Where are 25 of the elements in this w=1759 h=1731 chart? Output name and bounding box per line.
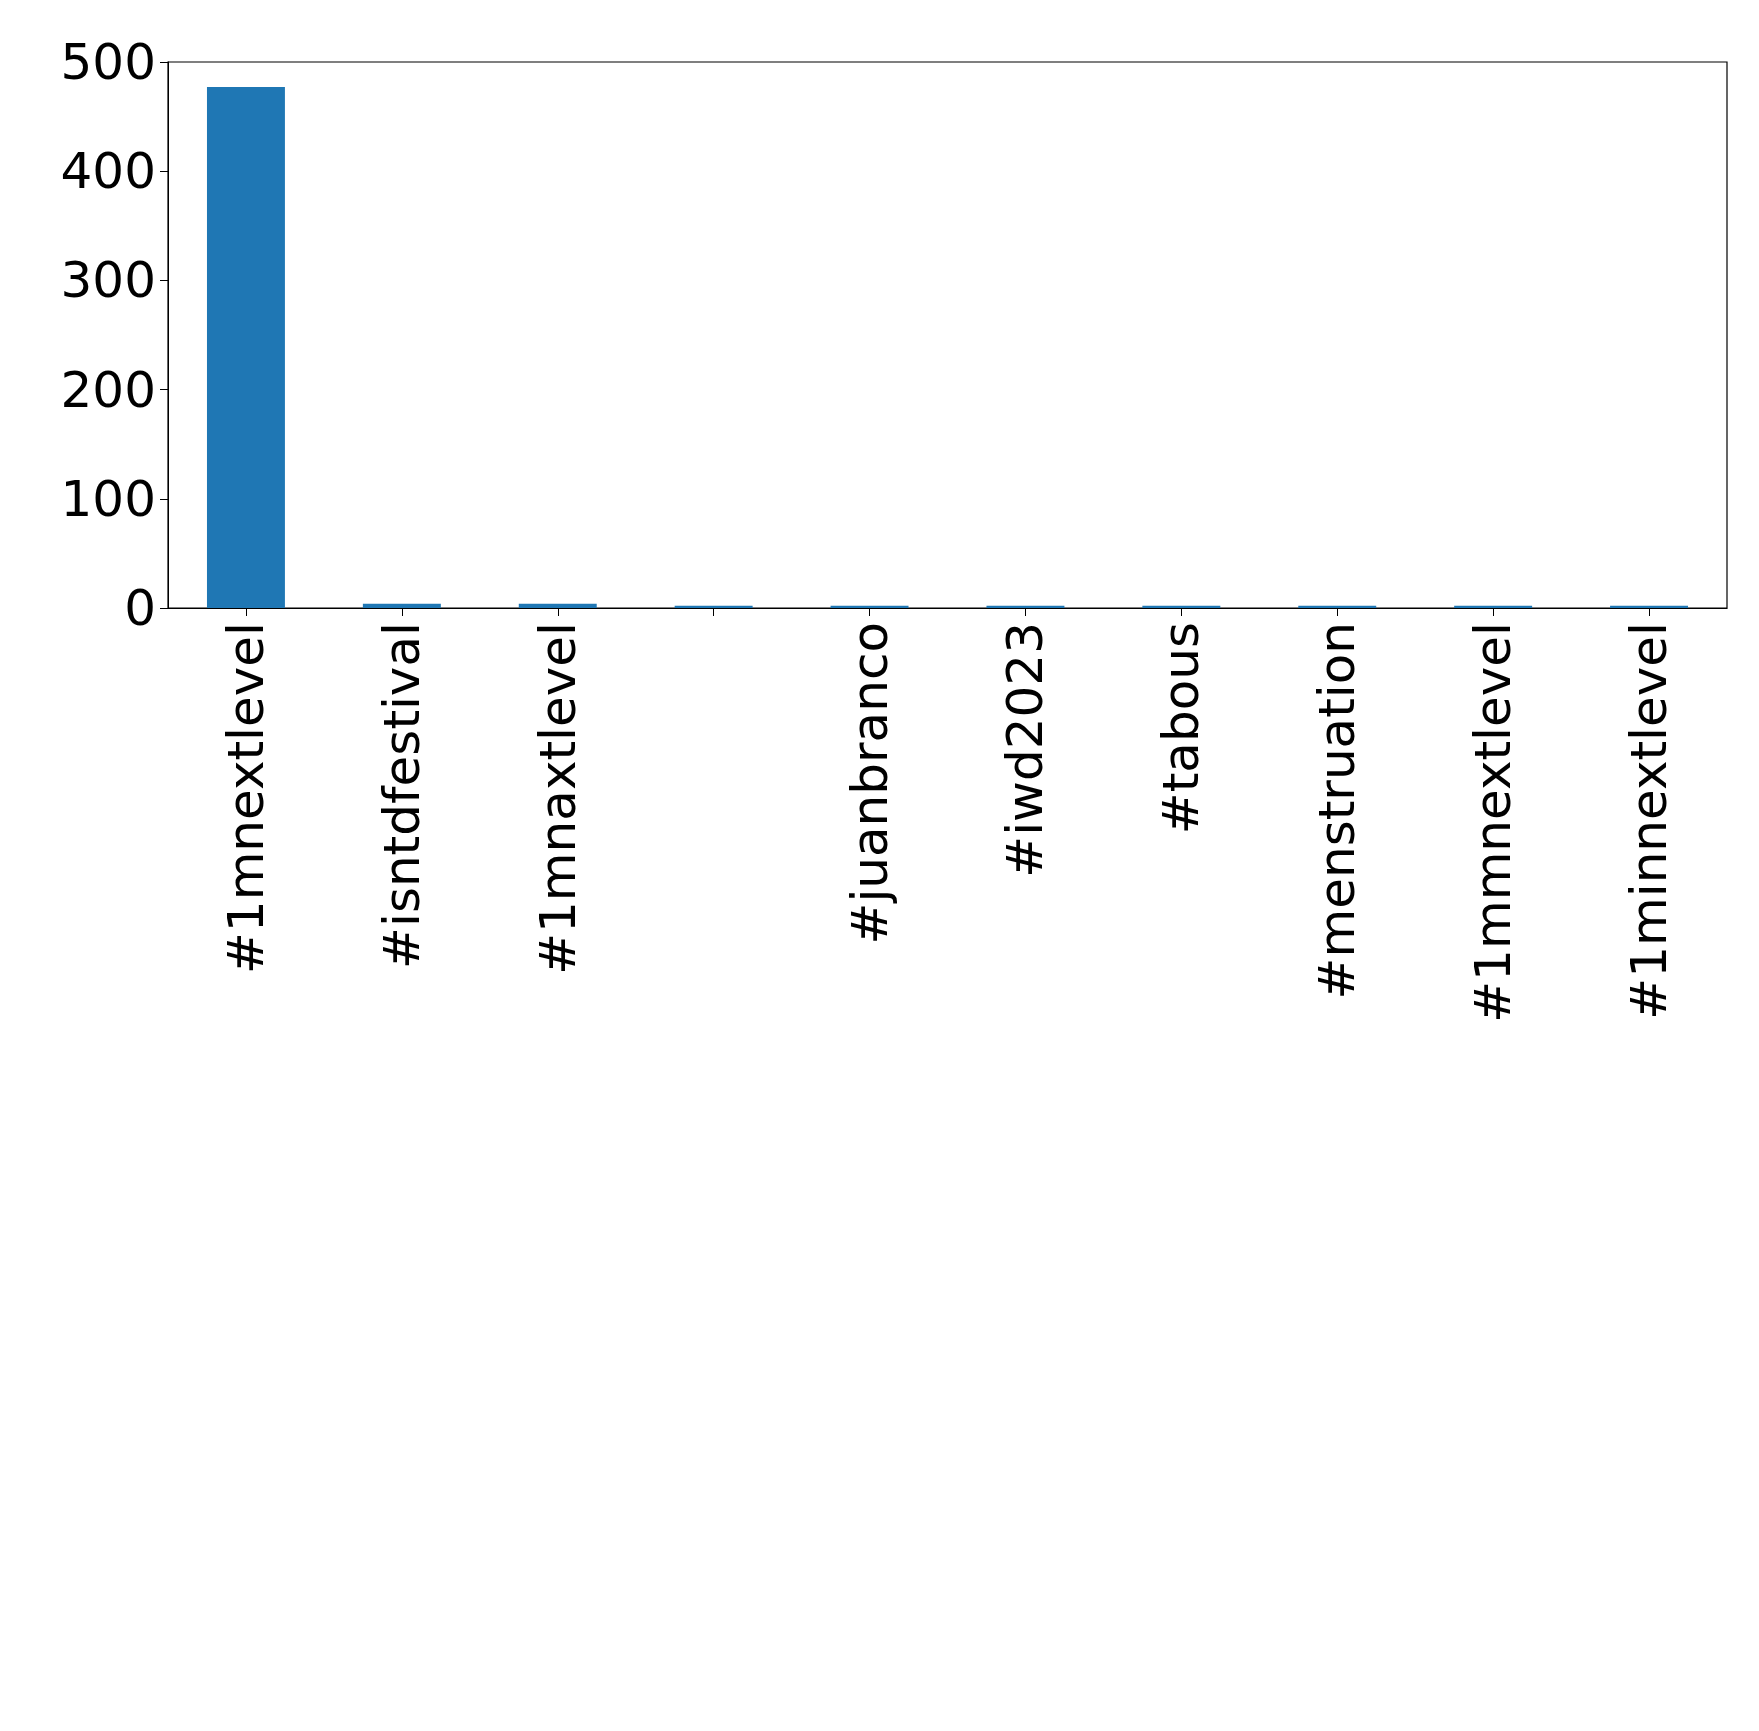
y-tick-label: 0 — [124, 579, 156, 637]
bar — [1610, 605, 1689, 608]
bar — [518, 603, 597, 608]
y-tick-label: 100 — [60, 469, 156, 528]
y-tick-label: 500 — [60, 33, 156, 91]
bar — [674, 605, 753, 608]
x-tick-label: #1mmnextlevel — [1464, 622, 1523, 1023]
bar — [362, 603, 441, 608]
bar — [830, 605, 909, 608]
bar — [1142, 605, 1221, 608]
x-tick-label: #juanbranco — [840, 622, 899, 945]
x-tick-label: #1mnextlevel — [216, 622, 275, 975]
y-tick-label: 400 — [60, 142, 156, 201]
x-tick-label: #menstruation — [1308, 622, 1367, 1000]
x-tick-label: #1minnextlevel — [1620, 622, 1679, 1020]
x-tick-label: #iwd2023 — [996, 622, 1055, 878]
y-tick-label: 200 — [60, 360, 156, 419]
bar — [1454, 605, 1533, 608]
x-tick-label: #1mnaxtlevel — [528, 622, 587, 975]
bar — [1298, 605, 1377, 608]
x-tick-label: #isntdfestival — [372, 622, 431, 969]
bar — [986, 605, 1065, 608]
y-tick-label: 300 — [60, 251, 156, 310]
x-tick-label: #tabous — [1152, 622, 1211, 835]
bar — [206, 87, 285, 608]
